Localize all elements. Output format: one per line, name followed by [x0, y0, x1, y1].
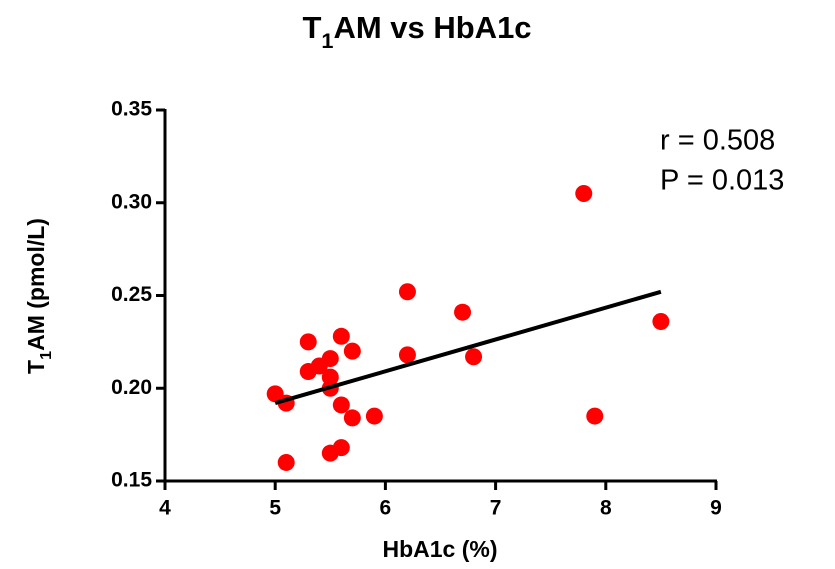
point	[365, 407, 383, 425]
x-tick-label: 4	[159, 497, 171, 520]
chart-title: T1AM vs HbA1c	[302, 10, 531, 53]
point	[332, 439, 350, 457]
x-tick-label: 6	[380, 497, 392, 520]
y-tick-label: 0.35	[111, 98, 152, 121]
x-tick-label: 5	[269, 497, 281, 520]
x-tick-label: 7	[490, 497, 502, 520]
y-tick-label: 0.25	[111, 283, 152, 306]
x-tick-label: 8	[600, 497, 612, 520]
point	[454, 303, 472, 321]
annotation: P = 0.013	[660, 165, 784, 197]
fit-line	[274, 289, 662, 406]
y-tick-label: 0.15	[111, 469, 152, 492]
y-axis-label: T1AM (pmol/L)	[23, 218, 55, 374]
chart-title-part: AM vs HbA1c	[333, 10, 531, 45]
chart-title-part: T	[302, 10, 321, 45]
point	[321, 350, 339, 368]
point	[575, 184, 593, 202]
point	[343, 409, 361, 427]
point	[343, 342, 361, 360]
point	[332, 396, 350, 414]
y-tick-label: 0.30	[111, 190, 152, 213]
x-axis-label: HbA1c (%)	[382, 536, 497, 562]
x-tick-label: 9	[710, 497, 722, 520]
y-axis-label-part: 1	[37, 351, 55, 360]
point	[277, 453, 295, 471]
point	[398, 346, 416, 364]
point	[398, 283, 416, 301]
y-axis-label-part: T	[23, 360, 49, 374]
point	[332, 327, 350, 345]
point	[299, 333, 317, 351]
chart-title-part: 1	[321, 28, 333, 53]
annotation: r = 0.508	[660, 125, 775, 157]
y-axis-label-part: AM (pmol/L)	[23, 218, 49, 351]
point	[652, 312, 670, 330]
y-tick-label: 0.20	[111, 376, 152, 399]
point	[465, 348, 483, 366]
point	[586, 407, 604, 425]
